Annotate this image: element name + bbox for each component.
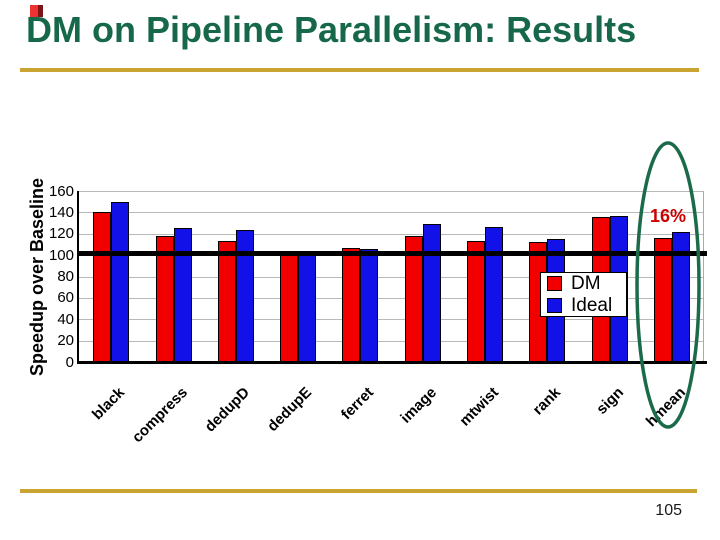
y-tick-label-60: 60 (57, 289, 74, 307)
x-tick-label-dedupD: dedupD (201, 384, 253, 436)
y-tick-label-160: 160 (48, 182, 74, 200)
x-tick-label-black: black (89, 384, 129, 424)
bar-black-ideal (111, 201, 130, 362)
legend-swatch-dm (547, 276, 562, 291)
y-axis-line (77, 191, 79, 363)
gridline-40 (78, 319, 704, 321)
plot-right-border (703, 191, 704, 362)
gridline-80 (78, 276, 704, 278)
x-tick-label-rank: rank (529, 384, 565, 419)
legend-label-ideal: Ideal (571, 295, 613, 316)
gridline-160 (78, 191, 704, 192)
bar-ferret-dm (342, 247, 361, 362)
x-tick-label-compress: compress (128, 384, 191, 447)
y-tick-label-100: 100 (48, 246, 74, 264)
y-tick-label-0: 0 (65, 353, 74, 371)
x-tick-label-image: image (396, 384, 440, 427)
x-axis-line (77, 361, 707, 364)
bar-ferret-ideal (360, 248, 379, 362)
bar-dedupD-ideal (235, 229, 254, 362)
bar-dedupD-dm (217, 241, 236, 362)
bar-mtwist-ideal (484, 227, 503, 362)
x-tick-label-sign: sign (592, 384, 627, 418)
bar-dedupE-dm (280, 254, 298, 362)
x-tick-label-ferret: ferret (338, 384, 378, 424)
x-tick-label-mtwist: mtwist (456, 384, 502, 430)
title-underline-rule (20, 68, 699, 72)
footer-rule (20, 489, 697, 493)
x-tick-label-dedupE: dedupE (264, 384, 316, 435)
legend-row-ideal: Ideal (547, 296, 626, 315)
bar-compress-ideal (173, 228, 192, 362)
baseline-100-line (78, 251, 707, 256)
bar-mtwist-dm (466, 241, 485, 362)
slide-bullet-square-decoration (30, 5, 43, 17)
y-tick-label-120: 120 (48, 225, 74, 243)
page-number: 105 (655, 502, 682, 519)
chart-legend: DM Ideal (540, 272, 627, 317)
bar-dedupE-ideal (298, 254, 316, 362)
y-tick-label-140: 140 (48, 203, 74, 221)
y-tick-label-80: 80 (57, 268, 74, 285)
gridline-60 (78, 297, 704, 299)
annotation-16-percent: 16% (650, 206, 687, 226)
gridline-140 (78, 212, 704, 214)
gridline-120 (78, 233, 704, 235)
y-tick-label-40: 40 (57, 310, 74, 328)
bar-image-ideal (422, 224, 441, 362)
gridline-20 (78, 340, 704, 342)
y-tick-label-20: 20 (57, 332, 74, 350)
bar-black-dm (93, 212, 112, 362)
legend-label-dm: DM (571, 273, 601, 294)
legend-swatch-ideal (547, 298, 562, 313)
slide-title: DM on Pipeline Parallelism: Results (26, 9, 637, 50)
highlight-ellipse (635, 141, 701, 429)
legend-row-dm: DM (547, 274, 626, 293)
